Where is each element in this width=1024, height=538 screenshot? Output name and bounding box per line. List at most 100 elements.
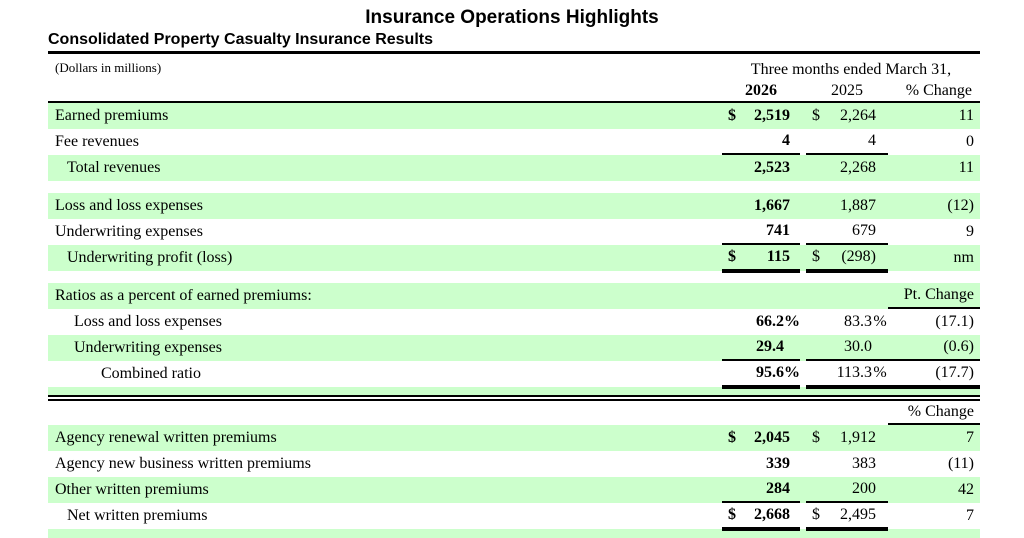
value-2025: 2,268 (806, 155, 888, 181)
value-2025: 383 (806, 451, 888, 477)
change-value: (12) (947, 197, 974, 214)
change-value: 11 (958, 107, 974, 124)
value-2025 (806, 283, 888, 309)
value-2025 (806, 401, 888, 425)
row-label: Other written premiums (55, 481, 209, 498)
change-value: (17.1) (935, 313, 974, 330)
amount: 1,912 (840, 429, 876, 446)
table-header-columns-row: 2026 2025 % Change (48, 81, 980, 101)
percent-sign: % (873, 364, 887, 381)
value-2025: $1,912 (806, 425, 888, 451)
value-2025: $2,495 (806, 503, 888, 531)
amount: 113.3 (836, 364, 872, 381)
row-label: Underwriting expenses (74, 339, 222, 356)
amount: 339 (766, 455, 790, 472)
amount: 2,268 (840, 159, 876, 176)
value-2026: 2,523 (722, 155, 800, 181)
currency-symbol: $ (728, 248, 736, 265)
table-row: Total revenues 2,523 2,268 11 (48, 155, 980, 181)
amount: 2,495 (840, 506, 876, 523)
page-title: Insurance Operations Highlights (365, 7, 659, 28)
amount: (298) (841, 248, 876, 265)
amount: 2,519 (754, 107, 790, 124)
change-value: 9 (966, 223, 974, 240)
amount: 115 (766, 248, 790, 265)
amount: 30.0 (844, 338, 872, 355)
value-2025: $ (298) (806, 245, 888, 273)
col-header-pct-change: % Change (905, 82, 972, 99)
value-2025: 200 (806, 477, 888, 503)
results-table: (Dollars in millions) Three months ended… (48, 51, 980, 538)
col-header-2026: 2026 (745, 82, 777, 99)
percent-sign: % (784, 313, 800, 330)
period-header: Three months ended March 31, (750, 61, 952, 78)
row-label: Ratios as a percent of earned premiums: (55, 287, 312, 304)
value-2025: 83.3% (806, 309, 888, 335)
highlight-strip (48, 387, 980, 395)
value-2026: 66.2% (722, 309, 800, 335)
value-2025: 113.3% (806, 361, 888, 389)
row-label (48, 401, 722, 425)
value-2025: $2,264 (806, 103, 888, 129)
change-column-header: Pt. Change (888, 283, 980, 309)
table-row: Combined ratio 95.6% 113.3% (17.7) (48, 361, 980, 389)
row-label: Underwriting expenses (55, 223, 203, 240)
change-value: 7 (966, 429, 974, 446)
value-2026: 1,667 (722, 193, 800, 219)
table-row: Other written premiums 284 200 42 (48, 477, 980, 503)
table-row: % Change (48, 401, 980, 425)
row-label: Fee revenues (55, 133, 139, 150)
change-column-header: % Change (888, 401, 980, 425)
value-2025: 679 (806, 219, 888, 245)
amount: 66.2 (756, 313, 784, 330)
table-row: Agency renewal written premiums $2,045 $1,… (48, 425, 980, 451)
value-2026: 339 (722, 451, 800, 477)
amount: 4 (782, 132, 790, 149)
change-value: (11) (947, 455, 974, 472)
table-row: Loss and loss expenses 66.2% 83.3% (17.1) (48, 309, 980, 335)
table-row: Underwriting expenses 741 679 9 (48, 219, 980, 245)
value-2026: 741 (722, 219, 800, 245)
change-value: 7 (966, 507, 974, 524)
value-2026: $2,045 (722, 425, 800, 451)
currency-symbol: $ (728, 107, 736, 124)
row-label: Agency renewal written premiums (55, 429, 277, 446)
change-value: (0.6) (888, 335, 980, 361)
change-value: 11 (958, 159, 974, 176)
amount: 95.6 (756, 364, 784, 381)
amount: 29.4 (756, 338, 784, 355)
row-label: Underwriting profit (loss) (67, 249, 233, 266)
currency-symbol: $ (812, 248, 820, 265)
value-2025: 4 (806, 129, 888, 155)
section-title: Consolidated Property Casualty Insurance… (48, 31, 433, 48)
units-note: (Dollars in millions) (55, 60, 162, 75)
row-label: Combined ratio (101, 365, 201, 382)
highlight-strip (48, 529, 980, 538)
table-row: Net written premiums $2,668 $2,495 7 (48, 503, 980, 531)
value-2026: 95.6% (722, 361, 800, 389)
amount: 383 (852, 455, 876, 472)
currency-symbol: $ (812, 506, 820, 523)
amount: 2,668 (754, 506, 790, 523)
col-header-2025: 2025 (831, 82, 863, 99)
value-2026: 284 (722, 477, 800, 503)
amount: 2,045 (754, 429, 790, 446)
currency-symbol: $ (728, 429, 736, 446)
value-2026: 4 (722, 129, 800, 155)
amount: 679 (852, 222, 876, 239)
row-label: Agency new business written premiums (55, 455, 311, 472)
table-top-rule (48, 51, 980, 54)
amount: 83.3 (844, 313, 872, 330)
table-row: Earned premiums $2,519 $2,264 11 (48, 103, 980, 129)
table-row: Loss and loss expenses 1,667 1,887 (12) (48, 193, 980, 219)
currency-symbol: $ (812, 107, 820, 124)
amount: 4 (868, 132, 876, 149)
row-label: Net written premiums (67, 507, 208, 524)
amount: 200 (852, 480, 876, 497)
row-spacer (48, 181, 980, 193)
table-row: Ratios as a percent of earned premiums: P… (48, 283, 980, 309)
table-row: Underwriting profit (loss) $115 $ (298) nm (48, 245, 980, 273)
table-row: Agency new business written premiums 339 3… (48, 451, 980, 477)
table-body: Earned premiums $2,519 $2,264 11 Fee revenue… (48, 103, 980, 538)
